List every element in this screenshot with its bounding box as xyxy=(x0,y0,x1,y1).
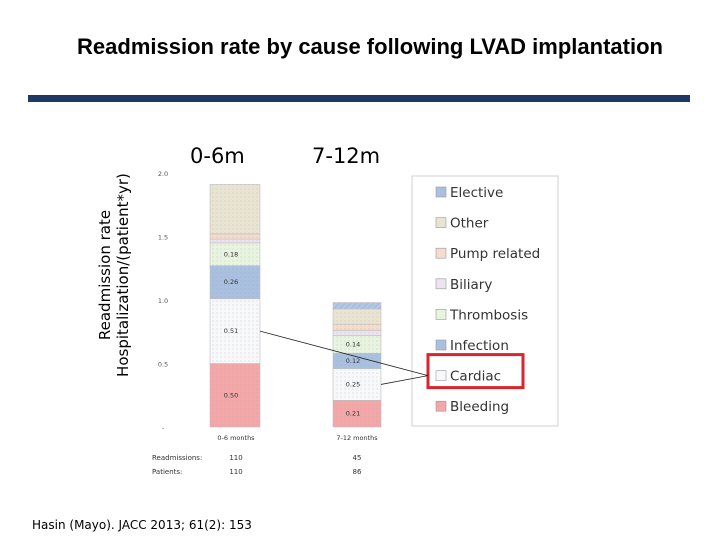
table-row-label: Readmissions: xyxy=(152,454,202,462)
legend-label-bleeding: Bleeding xyxy=(450,399,509,415)
slide-title: Readmission rate by cause following LVAD… xyxy=(77,34,663,59)
bar-texture-infection xyxy=(333,353,381,369)
bar-texture-thrombosis xyxy=(333,335,381,354)
legend-swatch-bleeding xyxy=(435,400,447,412)
legend-swatch-biliary xyxy=(435,278,447,290)
bar-texture-cardiac xyxy=(333,368,381,401)
legend-swatch-cardiac xyxy=(435,370,447,381)
cardiac-connector-line xyxy=(380,375,429,385)
cardiac-connector-line xyxy=(259,330,429,376)
legend-swatch-pump-related xyxy=(435,247,447,259)
x-tick-label: 0-6 months xyxy=(217,434,255,442)
data-label-bleeding: 0.21 xyxy=(346,410,360,418)
data-label-thrombosis: 0.18 xyxy=(224,250,238,258)
bar-texture-bleeding xyxy=(210,363,260,427)
data-label-infection: 0.26 xyxy=(224,278,238,286)
table-cell: 86 xyxy=(353,468,362,476)
bar-texture-pump-related xyxy=(333,324,381,331)
bar-texture-pump-related xyxy=(210,233,260,240)
legend-label-cardiac: Cardiac xyxy=(450,369,501,385)
legend-swatch-other xyxy=(435,217,447,228)
legend-label-biliary: Biliary xyxy=(450,277,492,293)
bar-texture-biliary xyxy=(210,239,260,243)
period-label-0-6m: 0-6m xyxy=(190,144,245,168)
citation: Hasin (Mayo). JACC 2013; 61(2): 153 xyxy=(32,518,252,532)
cardiac-highlight-box xyxy=(426,353,525,390)
y-tick-label: 1.0 xyxy=(158,297,168,305)
bar-texture-thrombosis xyxy=(210,242,260,266)
y-tick-label: - xyxy=(162,424,165,432)
y-tick-label: 2.0 xyxy=(158,170,168,178)
y-tick-label: 1.5 xyxy=(158,234,168,242)
data-label-thrombosis: 0.14 xyxy=(346,340,360,348)
x-tick-label: 7-12 months xyxy=(336,434,378,442)
table-cell: 110 xyxy=(229,468,242,476)
data-label-bleeding: 0.50 xyxy=(224,391,238,399)
legend-swatch-thrombosis xyxy=(435,309,447,320)
legend-label-thrombosis: Thrombosis xyxy=(449,307,528,323)
bar-texture-infection xyxy=(210,265,260,299)
table-cell: 45 xyxy=(353,454,362,462)
legend-swatch-elective xyxy=(435,186,447,198)
table-row-label: Patients: xyxy=(152,468,182,476)
title-rule xyxy=(28,95,690,102)
bar-texture-elective xyxy=(333,302,381,309)
data-label-cardiac: 0.25 xyxy=(346,380,360,388)
legend-label-pump-related: Pump related xyxy=(450,246,540,262)
bar-texture-other xyxy=(333,308,381,325)
legend-label-other: Other xyxy=(450,216,489,232)
period-label-7-12m: 7-12m xyxy=(312,144,381,168)
bar-texture-bleeding xyxy=(333,400,381,427)
legend-label-elective: Elective xyxy=(450,185,503,201)
data-label-cardiac: 0.51 xyxy=(224,327,238,335)
bar-texture-other xyxy=(210,184,260,234)
table-cell: 110 xyxy=(229,454,242,462)
y-tick-label: 0.5 xyxy=(158,361,168,369)
data-label-infection: 0.12 xyxy=(346,357,360,365)
legend-swatch-infection xyxy=(435,339,447,351)
bar-texture-biliary xyxy=(333,330,381,336)
legend-label-infection: Infection xyxy=(450,338,509,354)
bar-texture-cardiac xyxy=(210,298,260,364)
